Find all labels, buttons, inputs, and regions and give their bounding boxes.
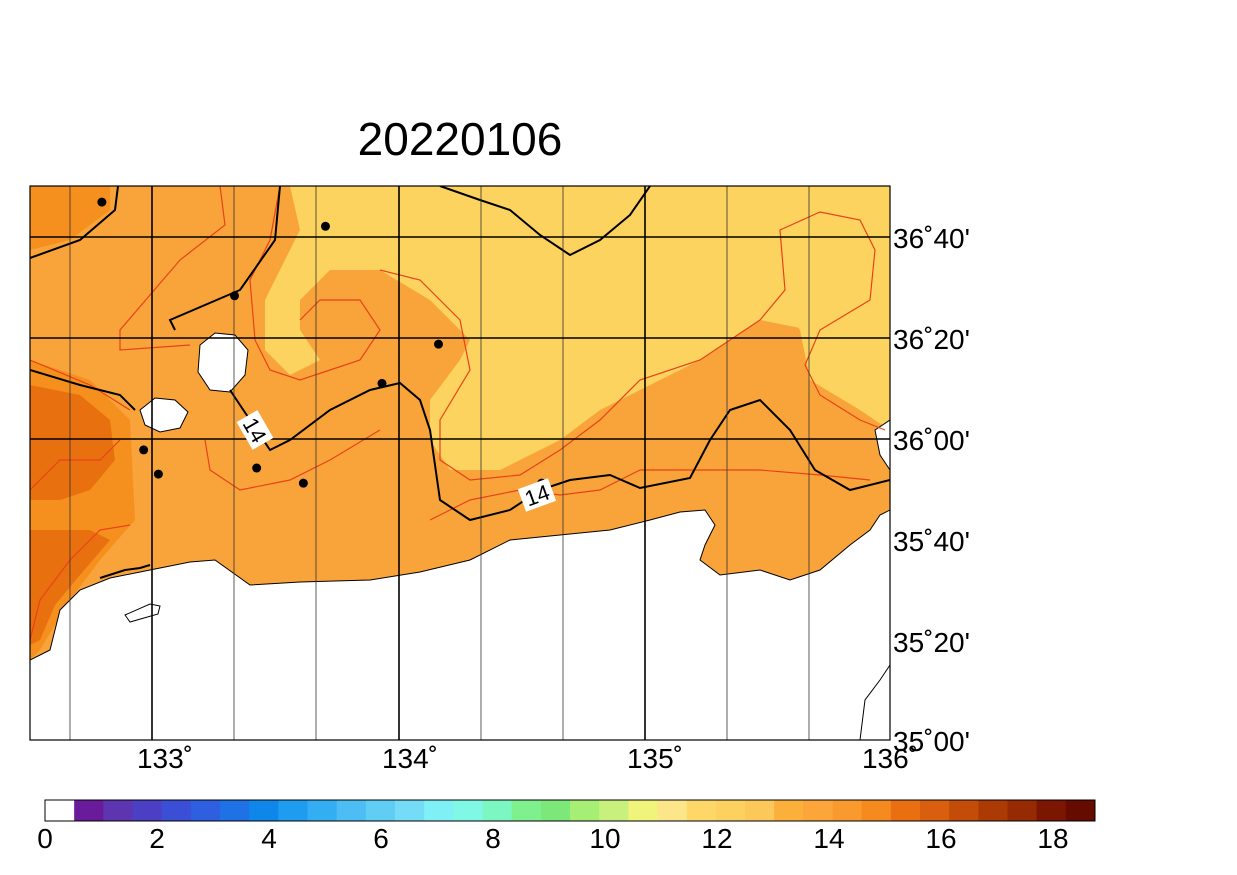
colorbar-tick-label: 4 [261,823,277,854]
map-frame [29,185,891,741]
colorbar-swatch [861,800,892,821]
colorbar-tick-label: 2 [149,823,165,854]
lon-label: 133˚ [137,743,193,774]
colorbar-swatch [395,800,425,821]
land-honshu [30,509,890,740]
lat-label: 36˚20' [893,324,970,355]
colorbar-swatch [774,800,804,821]
colorbar-swatch [890,800,921,821]
isotherm-lines-red [30,186,886,641]
colorbar-swatch [307,800,338,821]
colorbar-tick-label: 16 [925,823,956,854]
colorbar-swatch [453,800,483,821]
lat-label: 35˚40' [893,526,970,557]
colorbar-swatch [920,800,950,821]
colorbar-swatch [715,800,746,821]
station-marker [434,339,443,349]
station-marker [153,469,163,479]
colorbar-swatch [511,800,542,821]
colorbar-swatch [482,800,513,821]
station-marker [252,463,262,473]
colorbar-tick-label: 8 [485,823,501,854]
colorbar-swatch [336,800,367,821]
colorbar-swatch [278,800,308,821]
colorbar-swatch [540,800,571,821]
colorbar-swatch [45,800,75,821]
lat-label: 36˚00' [893,425,970,456]
land-oki-dogo [197,332,249,393]
colorbar-swatch [1007,800,1038,821]
map-panel: 14 14 [30,186,890,740]
station-marker [139,445,149,455]
colorbar-swatch [657,800,688,821]
sst-region-12-13-east [810,300,890,430]
lat-axis-labels: 36˚40' 36˚20' 36˚00' 35˚40' 35˚20' 35˚00… [893,223,970,757]
colorbar-swatch [190,800,221,821]
station-marker [377,378,387,388]
colorbar-frame [44,799,1096,822]
lon-label: 136˚ [862,743,918,774]
colorbar-tick-label: 0 [37,823,53,854]
land-east-coast-line [859,664,890,740]
colorbar [44,799,1096,822]
colorbar-swatch [745,800,775,821]
colorbar-tick-label: 12 [701,823,732,854]
station-marker [298,478,308,488]
colorbar-tick-label: 14 [813,823,844,854]
colorbar-swatch [132,800,163,821]
map-title: 20220106 [357,113,563,165]
sst-region-15-16-sw [30,530,110,645]
colorbar-tick-label: 6 [373,823,389,854]
colorbar-swatch [686,800,717,821]
colorbar-swatch [1065,800,1096,821]
colorbar-swatch [424,800,454,821]
colorbar-tick-labels: 0 2 4 6 8 10 12 14 16 18 [37,823,1068,854]
lat-label: 35˚00' [893,726,970,757]
station-marker [97,197,107,207]
lat-label: 36˚40' [893,223,970,254]
station-markers [97,197,547,488]
colorbar-swatch [832,800,863,821]
colorbar-tick-label: 10 [589,823,620,854]
land-noto-edge [874,419,890,471]
colorbar-swatch [949,800,979,821]
lon-label: 134˚ [382,743,438,774]
colorbar-swatch [599,800,629,821]
colorbar-swatch [1036,800,1067,821]
colorbar-swatch [628,800,658,821]
colorbar-swatch [103,800,133,821]
station-marker [230,291,240,301]
station-marker [320,221,330,231]
colorbar-tick-label: 18 [1037,823,1068,854]
colorbar-swatch [803,800,833,821]
colorbar-swatch [570,800,600,821]
lon-axis-labels: 133˚ 134˚ 135˚ 136˚ [137,743,918,774]
sst-region-12-13 [265,186,890,470]
graticule [30,186,890,740]
lon-label: 135˚ [627,743,683,774]
colorbar-swatch [74,800,104,821]
colorbar-swatch [978,800,1008,821]
colorbar-swatch [249,800,279,821]
sst-region-15-16-west [30,385,115,500]
colorbar-swatch [161,800,192,821]
lat-label: 35˚20' [893,627,970,658]
colorbar-swatch [365,800,396,821]
colorbar-swatch [220,800,250,821]
